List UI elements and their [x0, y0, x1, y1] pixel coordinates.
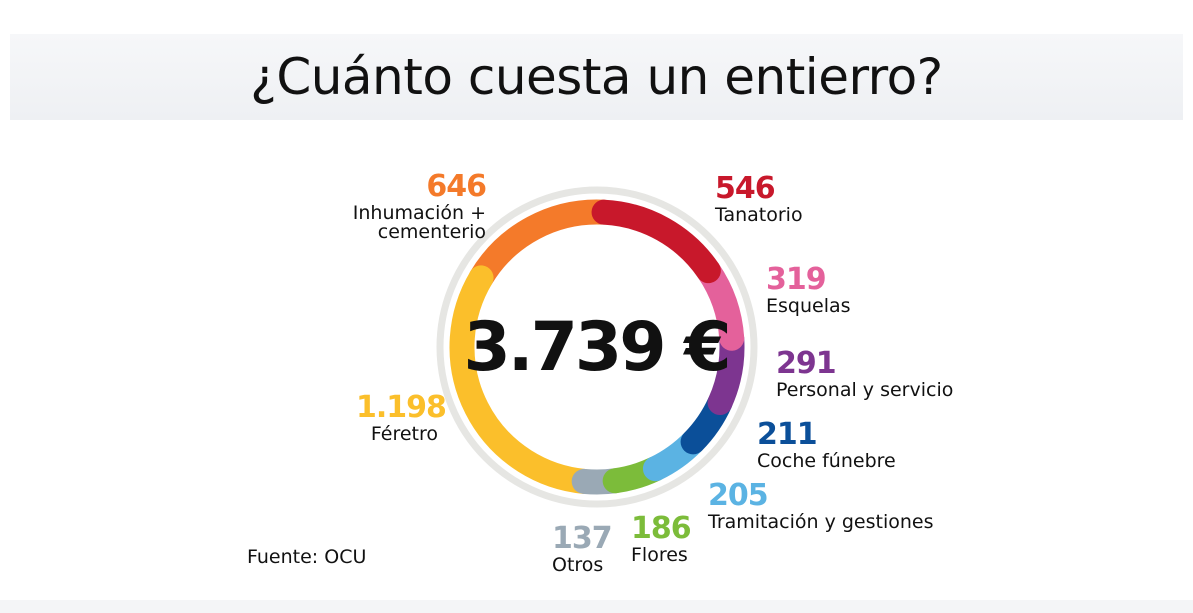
slice-value: 291 [776, 346, 837, 381]
slice-name: Personal y servicio [776, 379, 954, 401]
slice-name: Féretro [370, 423, 438, 445]
slice-value: 646 [426, 169, 487, 204]
label-tramitacion: 205 Tramitación y gestiones [708, 481, 934, 532]
donut-outer-ring [436, 186, 758, 508]
label-coche: 211 Coche fúnebre [757, 420, 896, 471]
label-flores: 186 Flores [631, 511, 692, 566]
label-personal: 291 Personal y servicio [776, 349, 953, 400]
bottom-band [0, 600, 1193, 613]
donut-slice-f-retro [449, 265, 597, 494]
donut-slice-tanatorio [591, 199, 721, 284]
slice-value: 137 [552, 521, 613, 556]
slice-name: Tramitación y gestiones [708, 511, 934, 533]
slice-value: 319 [766, 262, 827, 297]
slice-value: 211 [757, 417, 818, 452]
slice-value: 1.198 [356, 390, 447, 425]
label-feretro: 1.198 Féretro [356, 390, 447, 445]
total-value: 3.739 € [463, 308, 731, 387]
slice-name: Tanatorio [715, 204, 803, 226]
donut-slice-inhumaci-n-cementerio [468, 199, 617, 291]
label-esquelas: 319 Esquelas [766, 265, 851, 316]
label-otros: 137 Otros [552, 521, 613, 576]
chart-title: ¿Cuánto cuesta un entierro? [250, 48, 943, 106]
slice-name: Coche fúnebre [757, 450, 896, 472]
slice-value: 546 [715, 171, 776, 206]
title-band [10, 34, 1183, 120]
label-tanatorio: 546 Tanatorio [715, 174, 803, 225]
slice-name: Inhumación + cementerio [352, 202, 486, 243]
source-note: Fuente: OCU [247, 546, 367, 568]
slice-value: 205 [708, 478, 769, 513]
slice-value: 186 [631, 511, 692, 546]
slice-name: Flores [631, 544, 688, 566]
label-inhumacion: 646 Inhumación + cementerio [246, 169, 487, 243]
slice-name: Esquelas [766, 295, 851, 317]
slice-name: Otros [552, 554, 604, 576]
